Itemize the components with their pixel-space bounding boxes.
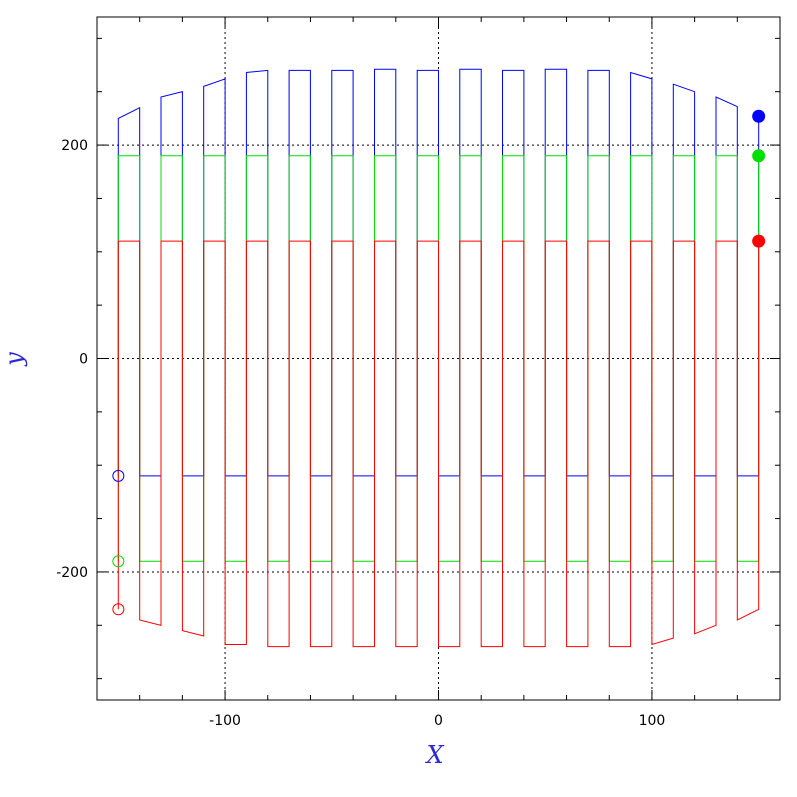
start-marker-green [112,555,125,568]
x-tick-label: -100 [209,713,241,729]
x-tick-label: 100 [639,713,666,729]
tick-labels: -100 0 100 -200 0 200 [56,138,665,729]
start-marker-red [112,603,125,616]
end-marker-blue [752,109,766,123]
start-marker-blue [112,469,125,482]
y-tick-label: -200 [56,565,88,581]
end-marker-red [752,234,766,248]
axis-ticks [96,17,781,700]
data-series [117,68,760,648]
end-marker-green [752,149,766,163]
x-tick-label: 0 [434,713,443,729]
data-markers [112,109,766,616]
y-tick-label: 0 [79,352,88,368]
x-axis-label: X [424,741,444,769]
y-tick-label: 200 [61,138,88,154]
series-path-red [117,240,760,648]
y-axis-label: y [0,352,28,367]
